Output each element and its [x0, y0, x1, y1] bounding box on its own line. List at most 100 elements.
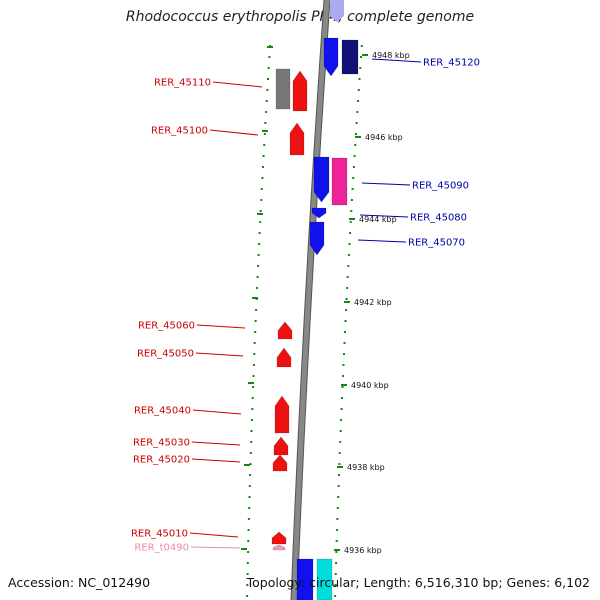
outer-major-tick — [344, 301, 350, 303]
leader-line — [189, 532, 239, 538]
inner-major-tick — [252, 297, 258, 299]
outer-tick-dot — [336, 507, 339, 509]
inner-tick-dot — [261, 177, 264, 179]
outer-major-tick — [337, 466, 343, 468]
outer-tick-dot — [345, 309, 348, 311]
inner-tick-dot — [262, 166, 264, 168]
outer-tick-dot — [349, 221, 352, 223]
scale-tick-label: 4940 kbp — [351, 381, 389, 390]
outer-tick-dot — [341, 386, 344, 388]
outer-tick-dot — [355, 122, 358, 124]
gene-label: RER_45010 — [131, 529, 188, 540]
outer-tick-dot — [347, 265, 350, 267]
outer-tick-dot — [348, 243, 351, 245]
inner-major-tick — [241, 548, 247, 550]
inner-tick-dot — [249, 452, 252, 454]
inner-tick-dot — [256, 276, 259, 278]
gene-grey — [275, 68, 291, 110]
gene-label: RER_45110 — [154, 78, 211, 89]
inner-tick-dot — [253, 353, 256, 355]
scale-tick-label: 4938 kbp — [347, 463, 385, 472]
inner-tick-dot — [248, 496, 251, 498]
inner-tick-dot — [252, 375, 255, 377]
outer-tick-dot — [343, 353, 345, 355]
scale-tick-label: 4942 kbp — [354, 298, 392, 307]
outer-tick-dot — [360, 56, 362, 58]
leader-line — [359, 214, 409, 218]
inner-tick-dot — [258, 232, 261, 234]
inner-tick-dot — [267, 78, 269, 80]
outer-tick-dot — [335, 540, 338, 542]
inner-tick-dot — [246, 584, 249, 586]
outer-major-tick — [355, 136, 361, 138]
inner-tick-dot — [254, 331, 257, 333]
inner-tick-dot — [267, 67, 270, 69]
outer-tick-dot — [353, 155, 356, 157]
gene-light-blue — [330, 0, 344, 22]
gene-label: RER_45090 — [412, 181, 469, 192]
outer-tick-dot — [339, 441, 342, 443]
outer-tick-dot — [358, 78, 361, 80]
inner-tick-dot — [252, 364, 255, 366]
gene-minus — [272, 454, 288, 472]
scale-tick-label: 4946 kbp — [365, 133, 403, 142]
outer-tick-dot — [338, 452, 341, 454]
outer-tick-dot — [338, 463, 341, 465]
outer-tick-dot — [345, 298, 348, 300]
outer-tick-dot — [340, 419, 343, 421]
outer-tick-dot — [339, 430, 342, 432]
outer-tick-dot — [336, 529, 339, 531]
inner-tick-dot — [250, 441, 253, 443]
inner-tick-dot — [246, 573, 249, 575]
inner-major-tick — [244, 464, 250, 466]
inner-tick-dot — [264, 122, 267, 124]
outer-tick-dot — [341, 397, 343, 399]
leader-line — [190, 546, 241, 549]
outer-tick-dot — [354, 144, 357, 146]
inner-tick-dot — [265, 111, 268, 113]
leader-line — [196, 324, 246, 329]
outer-tick-dot — [359, 67, 362, 69]
inner-tick-dot — [260, 188, 263, 190]
inner-tick-dot — [247, 551, 250, 553]
gene-minus — [273, 436, 289, 456]
inner-tick-dot — [246, 562, 249, 564]
outer-tick-dot — [347, 254, 350, 256]
inner-tick-dot — [266, 89, 269, 91]
outer-major-tick — [341, 384, 347, 386]
inner-tick-dot — [252, 386, 255, 388]
leader-line — [357, 239, 407, 243]
inner-tick-dot — [247, 518, 250, 520]
inner-tick-dot — [247, 529, 250, 531]
map-title: Rhodococcus erythropolis PR4, complete g… — [125, 9, 475, 25]
outer-tick-dot — [342, 375, 344, 377]
gene-label: RER_45040 — [134, 406, 191, 417]
gene-label: RER_45070 — [408, 238, 465, 249]
leader-lines-layer — [189, 58, 422, 549]
gene-plus — [323, 37, 339, 77]
outer-tick-dot — [344, 331, 346, 333]
gene-label: RER_45100 — [151, 126, 208, 137]
leader-line — [195, 352, 244, 357]
inner-tick-dot — [260, 199, 263, 201]
inner-tick-dot — [262, 155, 265, 157]
outer-tick-dot — [334, 573, 337, 575]
gene-minus — [271, 531, 287, 545]
tick-dots-layer — [241, 45, 368, 597]
scale-tick-label: 4948 kbp — [372, 51, 410, 60]
inner-major-tick — [257, 213, 263, 215]
gene-cyan — [316, 558, 333, 600]
inner-tick-dot — [247, 540, 250, 542]
inner-tick-dot — [253, 342, 256, 344]
inner-tick-dot — [246, 595, 249, 597]
inner-tick-dot — [256, 287, 259, 289]
leader-line — [212, 81, 263, 88]
gene-plus — [313, 156, 330, 203]
inner-tick-dot — [265, 100, 268, 102]
outer-tick-dot — [342, 364, 345, 366]
outer-tick-dot — [357, 89, 360, 91]
gene-label: RER_45050 — [137, 349, 194, 360]
inner-tick-dot — [251, 397, 254, 399]
inner-tick-dot — [250, 419, 253, 421]
inner-tick-dot — [263, 144, 266, 146]
